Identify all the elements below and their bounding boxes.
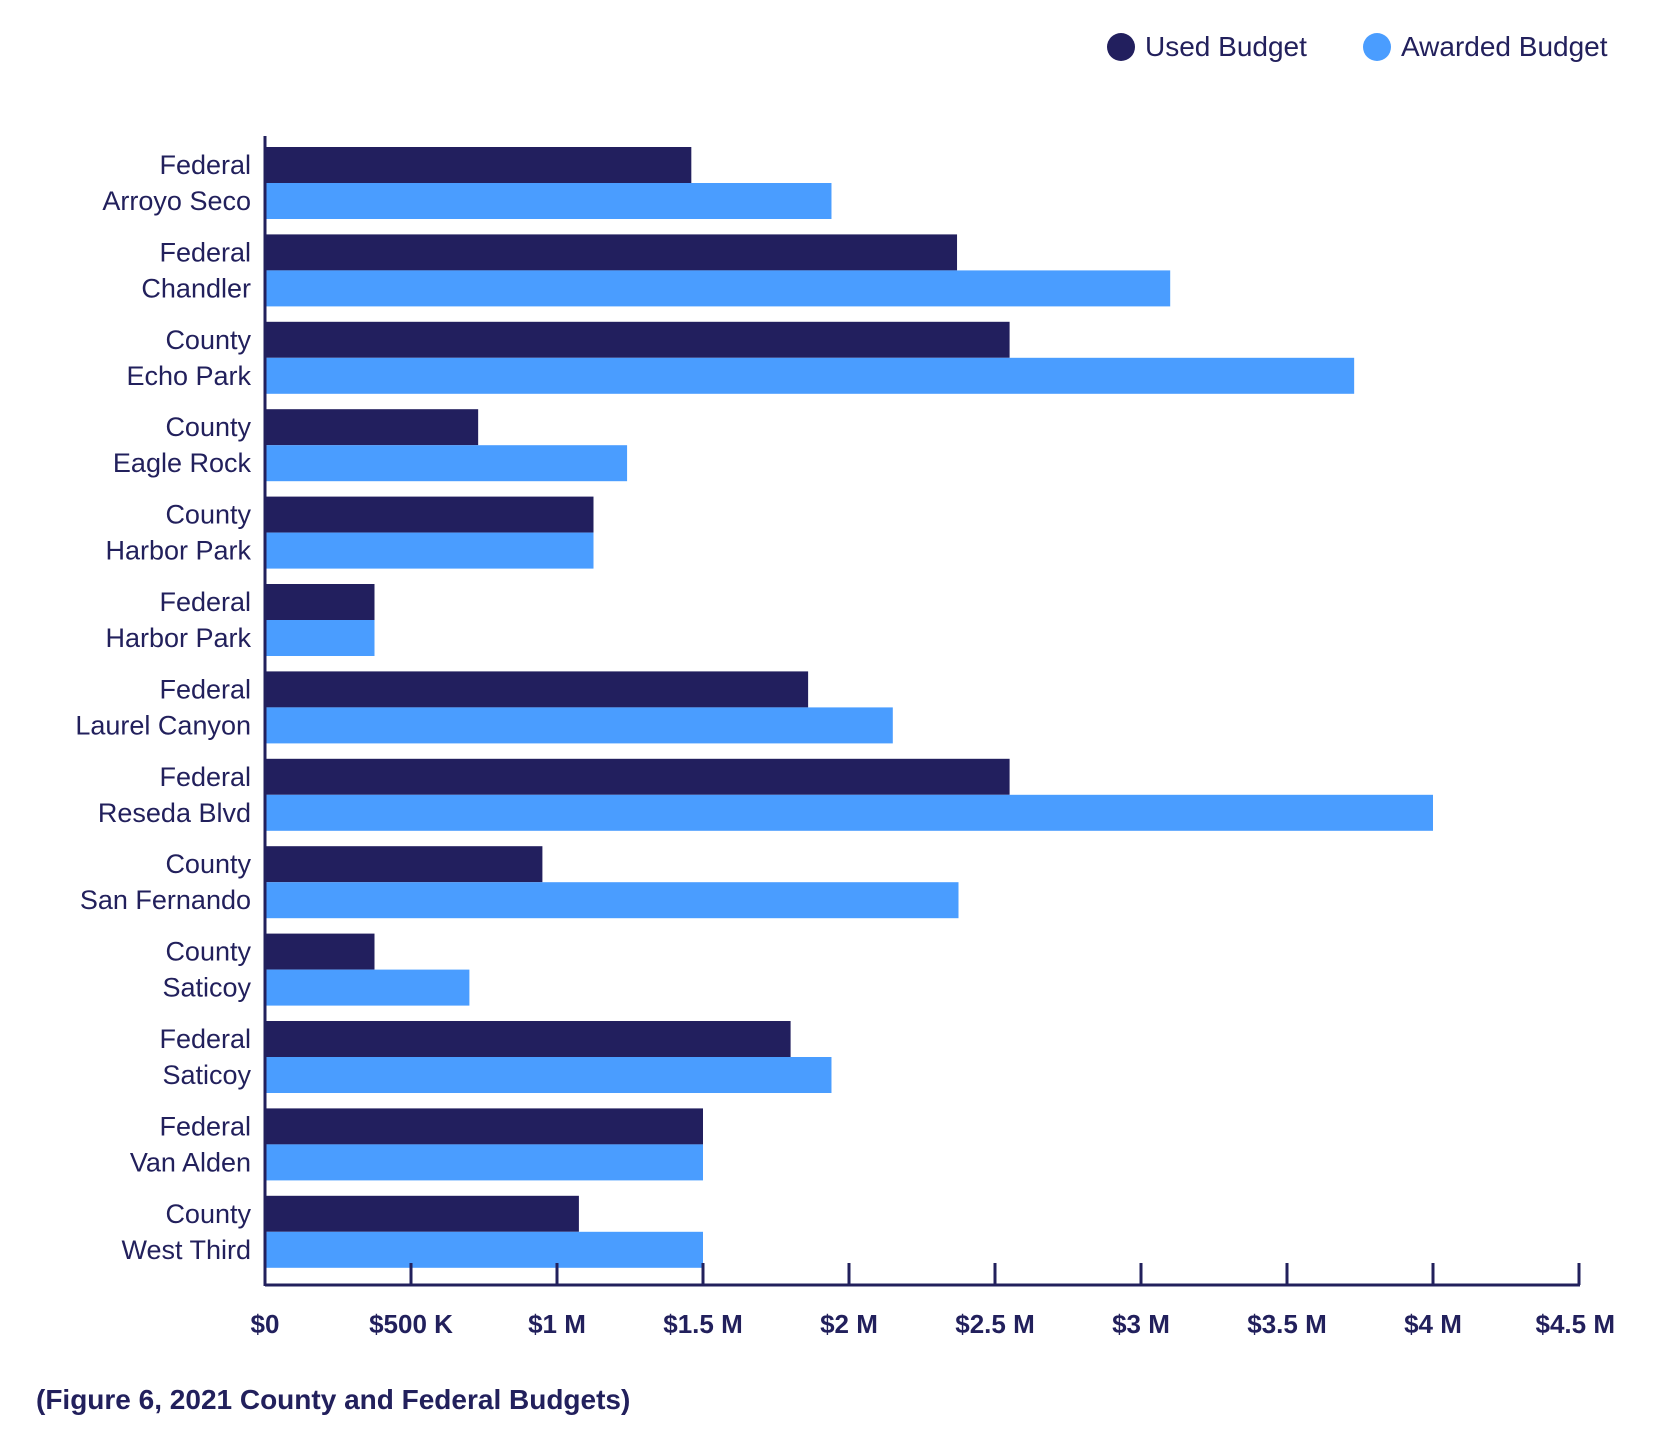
legend: Used Budget Awarded Budget bbox=[1107, 31, 1608, 62]
category-label-name: Chandler bbox=[141, 273, 251, 303]
category-label-name: Saticoy bbox=[162, 973, 251, 1003]
category-label-type: County bbox=[165, 849, 251, 879]
bar-used-budget bbox=[265, 147, 692, 183]
category-label-name: Arroyo Seco bbox=[102, 186, 251, 216]
bar-used-budget bbox=[265, 846, 543, 883]
bar-awarded-budget bbox=[265, 183, 832, 219]
bar-awarded-budget bbox=[265, 532, 594, 569]
category-label-type: Federal bbox=[159, 762, 251, 792]
bar-used-budget bbox=[265, 409, 479, 446]
category-label-name: Eagle Rock bbox=[113, 448, 252, 478]
bars-group bbox=[265, 147, 1433, 1268]
legend-label-awarded: Awarded Budget bbox=[1401, 31, 1608, 62]
bar-awarded-budget bbox=[265, 270, 1171, 307]
category-label-name: Harbor Park bbox=[105, 536, 251, 566]
x-axis-ticks: $0 $500 K $1 M $1.5 M $2 M $2.5 M $3 M $3.5 M $4… bbox=[251, 1263, 1615, 1339]
category-label-type: County bbox=[165, 325, 251, 355]
category-label-type: County bbox=[165, 412, 251, 442]
category-labels: Federal Arroyo Seco Federal Chandler County E… bbox=[75, 150, 251, 1265]
bar-awarded-budget bbox=[265, 1144, 703, 1181]
bar-used-budget bbox=[265, 234, 958, 271]
x-tick-label: $2.5 M bbox=[955, 1309, 1035, 1339]
bar-awarded-budget bbox=[265, 1057, 832, 1093]
bar-used-budget bbox=[265, 1108, 703, 1145]
category-label-type: Federal bbox=[159, 150, 251, 180]
category-label-name: West Third bbox=[121, 1235, 251, 1265]
category-label-name: Saticoy bbox=[162, 1060, 251, 1090]
category-label-type: Federal bbox=[159, 1111, 251, 1141]
figure-caption: (Figure 6, 2021 County and Federal Budge… bbox=[36, 1384, 630, 1415]
legend-swatch-used bbox=[1107, 33, 1135, 61]
x-tick-label: $1.5 M bbox=[663, 1309, 743, 1339]
x-tick-label: $4.5 M bbox=[1536, 1309, 1616, 1339]
bar-used-budget bbox=[265, 496, 594, 533]
bar-used-budget bbox=[265, 321, 1010, 358]
category-label-type: Federal bbox=[159, 237, 251, 267]
bar-awarded-budget bbox=[265, 445, 628, 482]
legend-label-used: Used Budget bbox=[1145, 31, 1307, 62]
category-label-name: San Fernando bbox=[80, 885, 251, 915]
bar-awarded-budget bbox=[265, 969, 470, 1006]
category-label-type: County bbox=[165, 937, 251, 967]
x-tick-label: $3 M bbox=[1112, 1309, 1170, 1339]
bar-awarded-budget bbox=[265, 620, 375, 656]
bar-used-budget bbox=[265, 1021, 791, 1057]
category-label-type: Federal bbox=[159, 1024, 251, 1054]
category-label-type: Federal bbox=[159, 587, 251, 617]
bar-used-budget bbox=[265, 933, 375, 970]
bar-used-budget bbox=[265, 1195, 579, 1232]
bar-used-budget bbox=[265, 758, 1010, 795]
category-label-type: County bbox=[165, 500, 251, 530]
x-tick-label: $500 K bbox=[369, 1309, 453, 1339]
category-label-name: Reseda Blvd bbox=[98, 798, 251, 828]
category-label-name: Harbor Park bbox=[105, 623, 251, 653]
x-tick-label: $1 M bbox=[528, 1309, 586, 1339]
x-tick-label: $3.5 M bbox=[1247, 1309, 1327, 1339]
axes bbox=[263, 136, 1580, 1287]
x-tick-label: $2 M bbox=[820, 1309, 878, 1339]
bar-awarded-budget bbox=[265, 882, 959, 919]
legend-swatch-awarded bbox=[1363, 33, 1391, 61]
bar-awarded-budget bbox=[265, 794, 1433, 831]
category-label-type: Federal bbox=[159, 674, 251, 704]
bar-used-budget bbox=[265, 584, 375, 620]
category-label-type: County bbox=[165, 1199, 251, 1229]
category-label-name: Laurel Canyon bbox=[75, 710, 251, 740]
category-label-name: Echo Park bbox=[126, 361, 251, 391]
bar-used-budget bbox=[265, 671, 809, 708]
bar-awarded-budget bbox=[265, 357, 1355, 394]
category-label-name: Van Alden bbox=[130, 1147, 251, 1177]
bar-awarded-budget bbox=[265, 707, 893, 744]
x-tick-label: $4 M bbox=[1404, 1309, 1462, 1339]
bar-awarded-budget bbox=[265, 1231, 703, 1268]
x-tick-label: $0 bbox=[251, 1309, 280, 1339]
